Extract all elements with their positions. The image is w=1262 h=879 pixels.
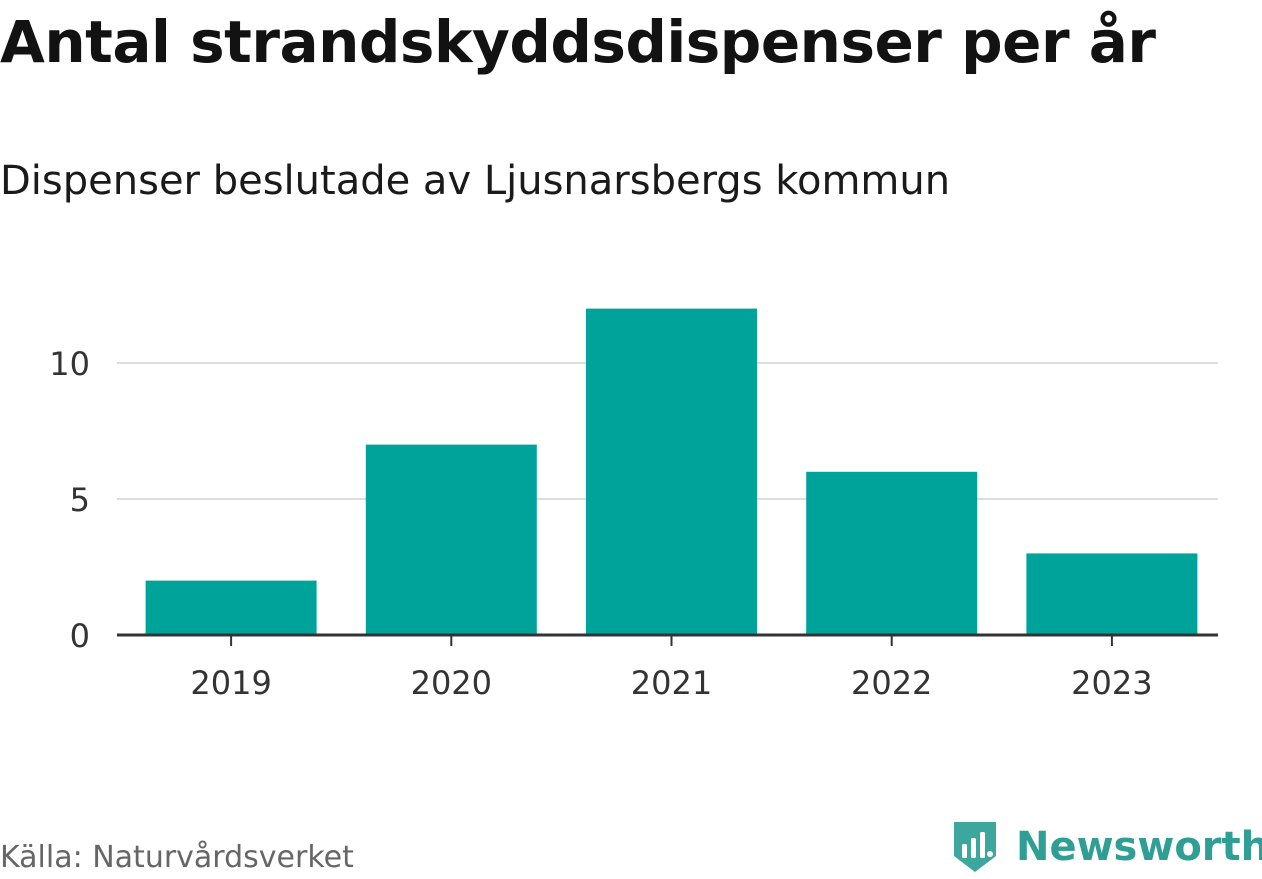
y-tick-label: 10 <box>49 345 90 383</box>
bar-2021 <box>586 308 757 635</box>
bar-2022 <box>806 471 978 635</box>
x-tick-labels: 2019 2020 2021 2022 2023 <box>190 664 1152 702</box>
chart-title: Antal strandskyddsdispenser per år <box>0 8 1156 76</box>
bar-2023 <box>1026 553 1198 635</box>
chart-subtitle: Dispenser beslutade av Ljusnarsbergs kom… <box>0 158 951 204</box>
y-tick-label: 0 <box>70 617 90 655</box>
bars <box>145 308 1198 635</box>
x-tick-label-2019: 2019 <box>190 664 271 702</box>
y-tick-label: 5 <box>70 481 90 519</box>
brand-logo: Newsworthy <box>950 818 1262 876</box>
x-tick-label-2021: 2021 <box>631 664 712 702</box>
x-tick-label-2023: 2023 <box>1071 664 1152 702</box>
newsworthy-logo-icon <box>954 822 996 872</box>
y-tick-labels: 0 5 10 <box>49 345 90 655</box>
x-tick-label-2020: 2020 <box>411 664 492 702</box>
bar-2020 <box>365 444 537 635</box>
x-tick-label-2022: 2022 <box>851 664 932 702</box>
source-note: Källa: Naturvårdsverket <box>0 840 354 875</box>
bar-2019 <box>145 580 317 635</box>
x-ticks <box>230 635 1113 646</box>
brand-name: Newsworthy <box>1016 824 1262 870</box>
